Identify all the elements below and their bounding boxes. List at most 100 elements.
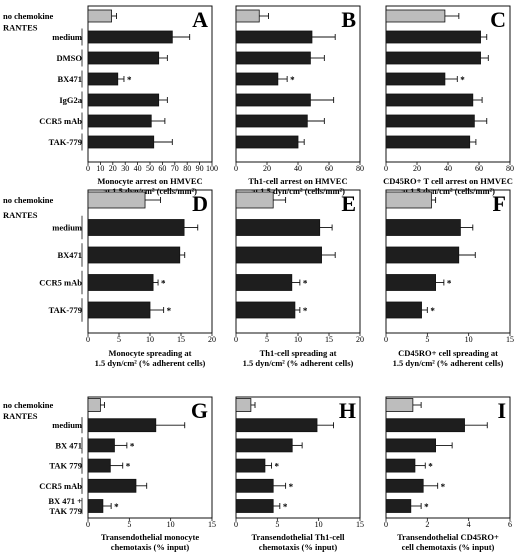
x-tick-label: 70 <box>171 164 179 173</box>
group-label-rantes: RANTES <box>3 23 38 33</box>
panel-letter: D <box>192 191 208 216</box>
x-tick-label: 15 <box>325 335 333 344</box>
x-tick-label: 0 <box>234 520 238 529</box>
x-tick-label: 100 <box>206 164 218 173</box>
significance-marker: * <box>430 306 435 316</box>
x-axis-label: at 1.5 dyn/cm² (cells/mm²) <box>103 186 197 196</box>
panel-e: * * 0 5 10 15 20 Th1-cell spreading at1.5 dyn/c… <box>234 189 364 368</box>
panel-letter: H <box>339 398 356 423</box>
data-bar <box>87 114 152 128</box>
data-bar <box>235 30 313 44</box>
x-axis-label: CD45RO+ cell spreading at <box>398 348 498 358</box>
x-tick-label: 5 <box>425 335 429 344</box>
data-bar <box>235 51 311 65</box>
x-tick-label: 10 <box>146 335 154 344</box>
panel-c: * 0 20 40 60 80 CD45RO+ T cell arrest on HMVEC… <box>383 5 514 196</box>
x-tick-label: 20 <box>208 335 216 344</box>
data-bar <box>385 30 481 44</box>
x-tick-label: 60 <box>475 164 483 173</box>
data-bar <box>385 478 424 493</box>
data-bar <box>385 72 446 86</box>
x-axis-label: CD45RO+ T cell arrest on HMVEC <box>383 176 513 186</box>
x-tick-label: 0 <box>86 520 90 529</box>
x-axis-label: 1.5 dyn/cm² (% adherent cells) <box>243 358 354 368</box>
data-bar <box>87 438 115 453</box>
panel-letter: E <box>341 191 356 216</box>
x-tick-label: 0 <box>384 335 388 344</box>
control-bar <box>87 398 101 412</box>
data-bar <box>385 274 436 291</box>
significance-marker: * <box>130 441 135 451</box>
category-label: CCR5 mAb <box>39 116 82 126</box>
x-axis-label: at 1.5 dyn/cm² (cells/mm²) <box>251 186 345 196</box>
panel-letter: B <box>341 7 356 32</box>
group-label-rantes: RANTES <box>3 411 38 421</box>
panel-g: * * * 0 5 10 15 Transendothelial monocytechemot… <box>86 396 216 552</box>
significance-marker: * <box>126 462 131 472</box>
significance-marker: * <box>290 75 295 85</box>
data-bar <box>235 438 293 453</box>
panel-f: * * 0 5 10 15 CD45RO+ cell spreading at1.5 dyn… <box>384 189 514 368</box>
significance-marker: * <box>275 462 280 472</box>
category-label: medium <box>52 32 82 42</box>
control-bar <box>385 191 432 209</box>
category-label: medium <box>52 420 82 430</box>
control-bar <box>235 398 252 412</box>
x-axis-label: Transendothelial Th1-cell <box>252 532 346 542</box>
x-tick-label: 15 <box>356 520 364 529</box>
category-label: BX 471 <box>55 440 82 450</box>
x-axis-label: 1.5 dyn/cm² (% adherent cells) <box>95 358 206 368</box>
x-tick-label: 10 <box>96 164 104 173</box>
x-tick-label: 60 <box>325 164 333 173</box>
x-tick-label: 80 <box>506 164 514 173</box>
x-tick-label: 5 <box>275 520 279 529</box>
category-label: TAK 779 <box>49 461 82 471</box>
data-bar <box>87 30 173 44</box>
data-bar <box>385 51 481 65</box>
category-labels-row-2: no chemokine medium BX471 CCR5 mAb TAK-779 RA… <box>3 195 83 322</box>
significance-marker: * <box>283 502 288 512</box>
category-label: no chemokine <box>3 11 54 21</box>
data-bar <box>385 93 474 107</box>
significance-marker: * <box>303 279 308 289</box>
x-tick-label: 40 <box>134 164 142 173</box>
data-bar <box>87 219 185 236</box>
data-bar <box>87 135 155 149</box>
data-bar <box>235 93 311 107</box>
x-tick-label: 60 <box>158 164 166 173</box>
x-tick-label: 5 <box>117 335 121 344</box>
x-axis-label: Th1-cell spreading at <box>260 348 337 358</box>
x-axis-label: Monocyte arrest on HMVEC <box>97 176 202 186</box>
data-bar <box>235 219 321 236</box>
x-tick-label: 0 <box>234 164 238 173</box>
x-tick-label: 0 <box>86 164 90 173</box>
significance-marker: * <box>289 482 294 492</box>
category-label: BX471 <box>57 250 82 260</box>
x-tick-label: 2 <box>425 520 429 529</box>
category-label: BX 471 + <box>48 496 82 506</box>
category-label: DMSO <box>57 53 83 63</box>
data-bar <box>235 72 279 86</box>
panel-letter: G <box>191 398 208 423</box>
data-bar <box>385 135 471 149</box>
data-bar <box>87 274 154 291</box>
x-tick-label: 80 <box>356 164 364 173</box>
data-bar <box>385 438 436 453</box>
group-label-rantes: RANTES <box>3 210 38 220</box>
plot-frame <box>235 396 361 519</box>
data-bar <box>235 114 308 128</box>
x-tick-label: 6 <box>508 520 512 529</box>
data-bar <box>385 418 465 433</box>
category-labels-row-3: no chemokine medium BX 471 TAK 779 CCR5 mAb B… <box>3 400 83 516</box>
panel-letter: F <box>493 191 506 216</box>
data-bar <box>87 499 104 513</box>
data-bar <box>87 51 160 65</box>
control-bar <box>385 9 446 23</box>
x-tick-label: 80 <box>183 164 191 173</box>
x-tick-label: 15 <box>177 335 185 344</box>
panel-letter: A <box>192 7 208 32</box>
significance-marker: * <box>447 279 452 289</box>
x-tick-label: 30 <box>121 164 129 173</box>
data-bar <box>385 114 475 128</box>
x-tick-label: 4 <box>467 520 471 529</box>
